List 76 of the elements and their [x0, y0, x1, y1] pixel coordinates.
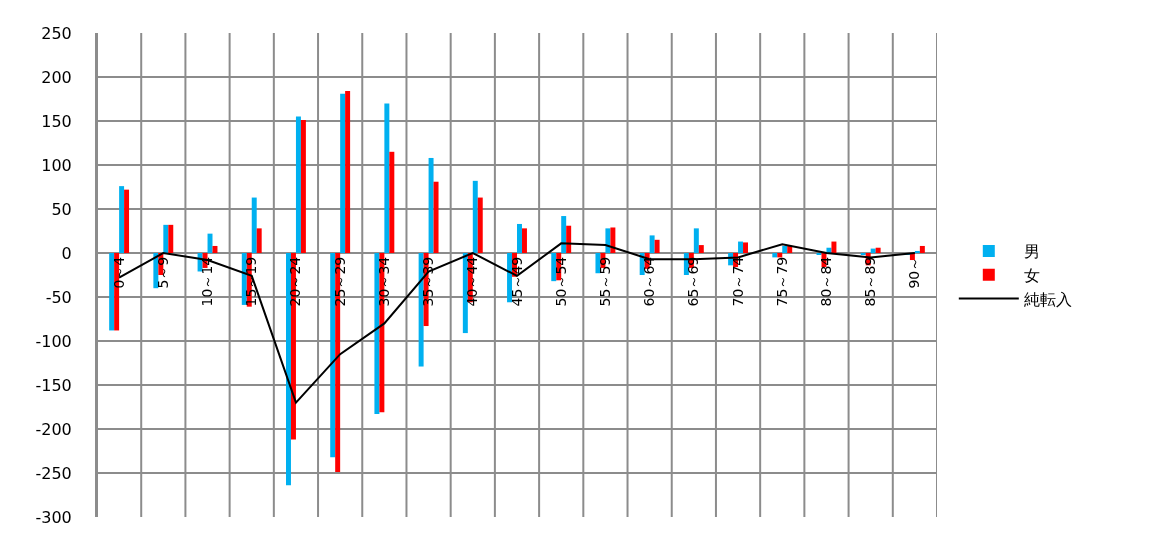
bar [109, 253, 115, 331]
y-tick-label: 250 [41, 23, 72, 43]
x-tick-label: 50～54 [552, 256, 569, 307]
y-tick-label: 150 [41, 111, 72, 131]
x-tick-label: 75～79 [773, 256, 790, 307]
bar [610, 227, 616, 253]
y-tick-label: -300 [35, 507, 72, 527]
bar [295, 116, 301, 253]
y-tick-label: 100 [41, 155, 72, 175]
y-tick-label: 200 [41, 67, 72, 87]
bar [389, 151, 395, 253]
bar [374, 253, 380, 415]
y-tick-label: 50 [51, 199, 72, 219]
x-tick-label: 30～34 [375, 256, 392, 307]
bar [595, 253, 601, 274]
bar [384, 103, 390, 253]
y-tick-label: -150 [35, 375, 72, 395]
y-tick-label: -200 [35, 419, 72, 439]
bar [256, 228, 262, 253]
x-tick-label: 20～24 [287, 256, 304, 307]
bar [345, 91, 351, 253]
bar [168, 224, 174, 253]
bar [119, 186, 125, 253]
bar [251, 197, 257, 253]
bar [517, 223, 522, 253]
bar [870, 248, 876, 253]
y-tick-label: -100 [35, 331, 72, 351]
bar [551, 253, 557, 282]
bar [919, 245, 925, 253]
bar [738, 241, 744, 253]
bar [875, 247, 881, 253]
bar [693, 228, 699, 253]
y-tick-label: -50 [45, 287, 72, 307]
bar [743, 242, 748, 253]
bar [521, 228, 527, 253]
bar [507, 253, 513, 303]
bar [207, 233, 213, 253]
bar [649, 235, 655, 253]
bar [477, 197, 483, 253]
bar [153, 253, 159, 289]
bar [772, 253, 778, 258]
x-tick-label: 80～84 [818, 256, 835, 307]
bar [777, 253, 783, 258]
bar [561, 216, 567, 253]
bar [605, 228, 611, 253]
bar [566, 225, 572, 253]
x-tick-label: 35～39 [420, 256, 437, 307]
legend-label: 純転入 [1023, 289, 1072, 309]
bar [163, 224, 169, 253]
x-tick-label: 85～89 [862, 256, 879, 307]
legend-label: 男 [1023, 242, 1040, 262]
bar [654, 239, 660, 253]
x-tick-label: 45～49 [508, 256, 525, 307]
legend-label: 女 [1023, 265, 1040, 285]
bar [433, 181, 439, 253]
bar [462, 253, 468, 334]
bar [698, 245, 704, 253]
bar [428, 157, 434, 253]
bar [831, 241, 837, 253]
x-tick-label: 90～ [906, 256, 923, 289]
y-tick-label: 0 [61, 243, 72, 263]
bar [782, 245, 788, 253]
x-tick-label: 5～9 [154, 256, 171, 289]
bar [330, 253, 336, 458]
bar [124, 189, 130, 253]
bar [286, 253, 291, 486]
x-tick-label: 55～59 [596, 256, 613, 307]
bar [340, 93, 346, 253]
y-tick-label: -250 [35, 463, 72, 483]
x-tick-label: 40～44 [464, 256, 481, 307]
bar [418, 253, 424, 367]
x-tick-label: 70～74 [729, 256, 746, 307]
bar [472, 180, 478, 253]
x-tick-label: 25～29 [331, 256, 348, 307]
bar [300, 120, 306, 253]
bar [787, 245, 793, 253]
